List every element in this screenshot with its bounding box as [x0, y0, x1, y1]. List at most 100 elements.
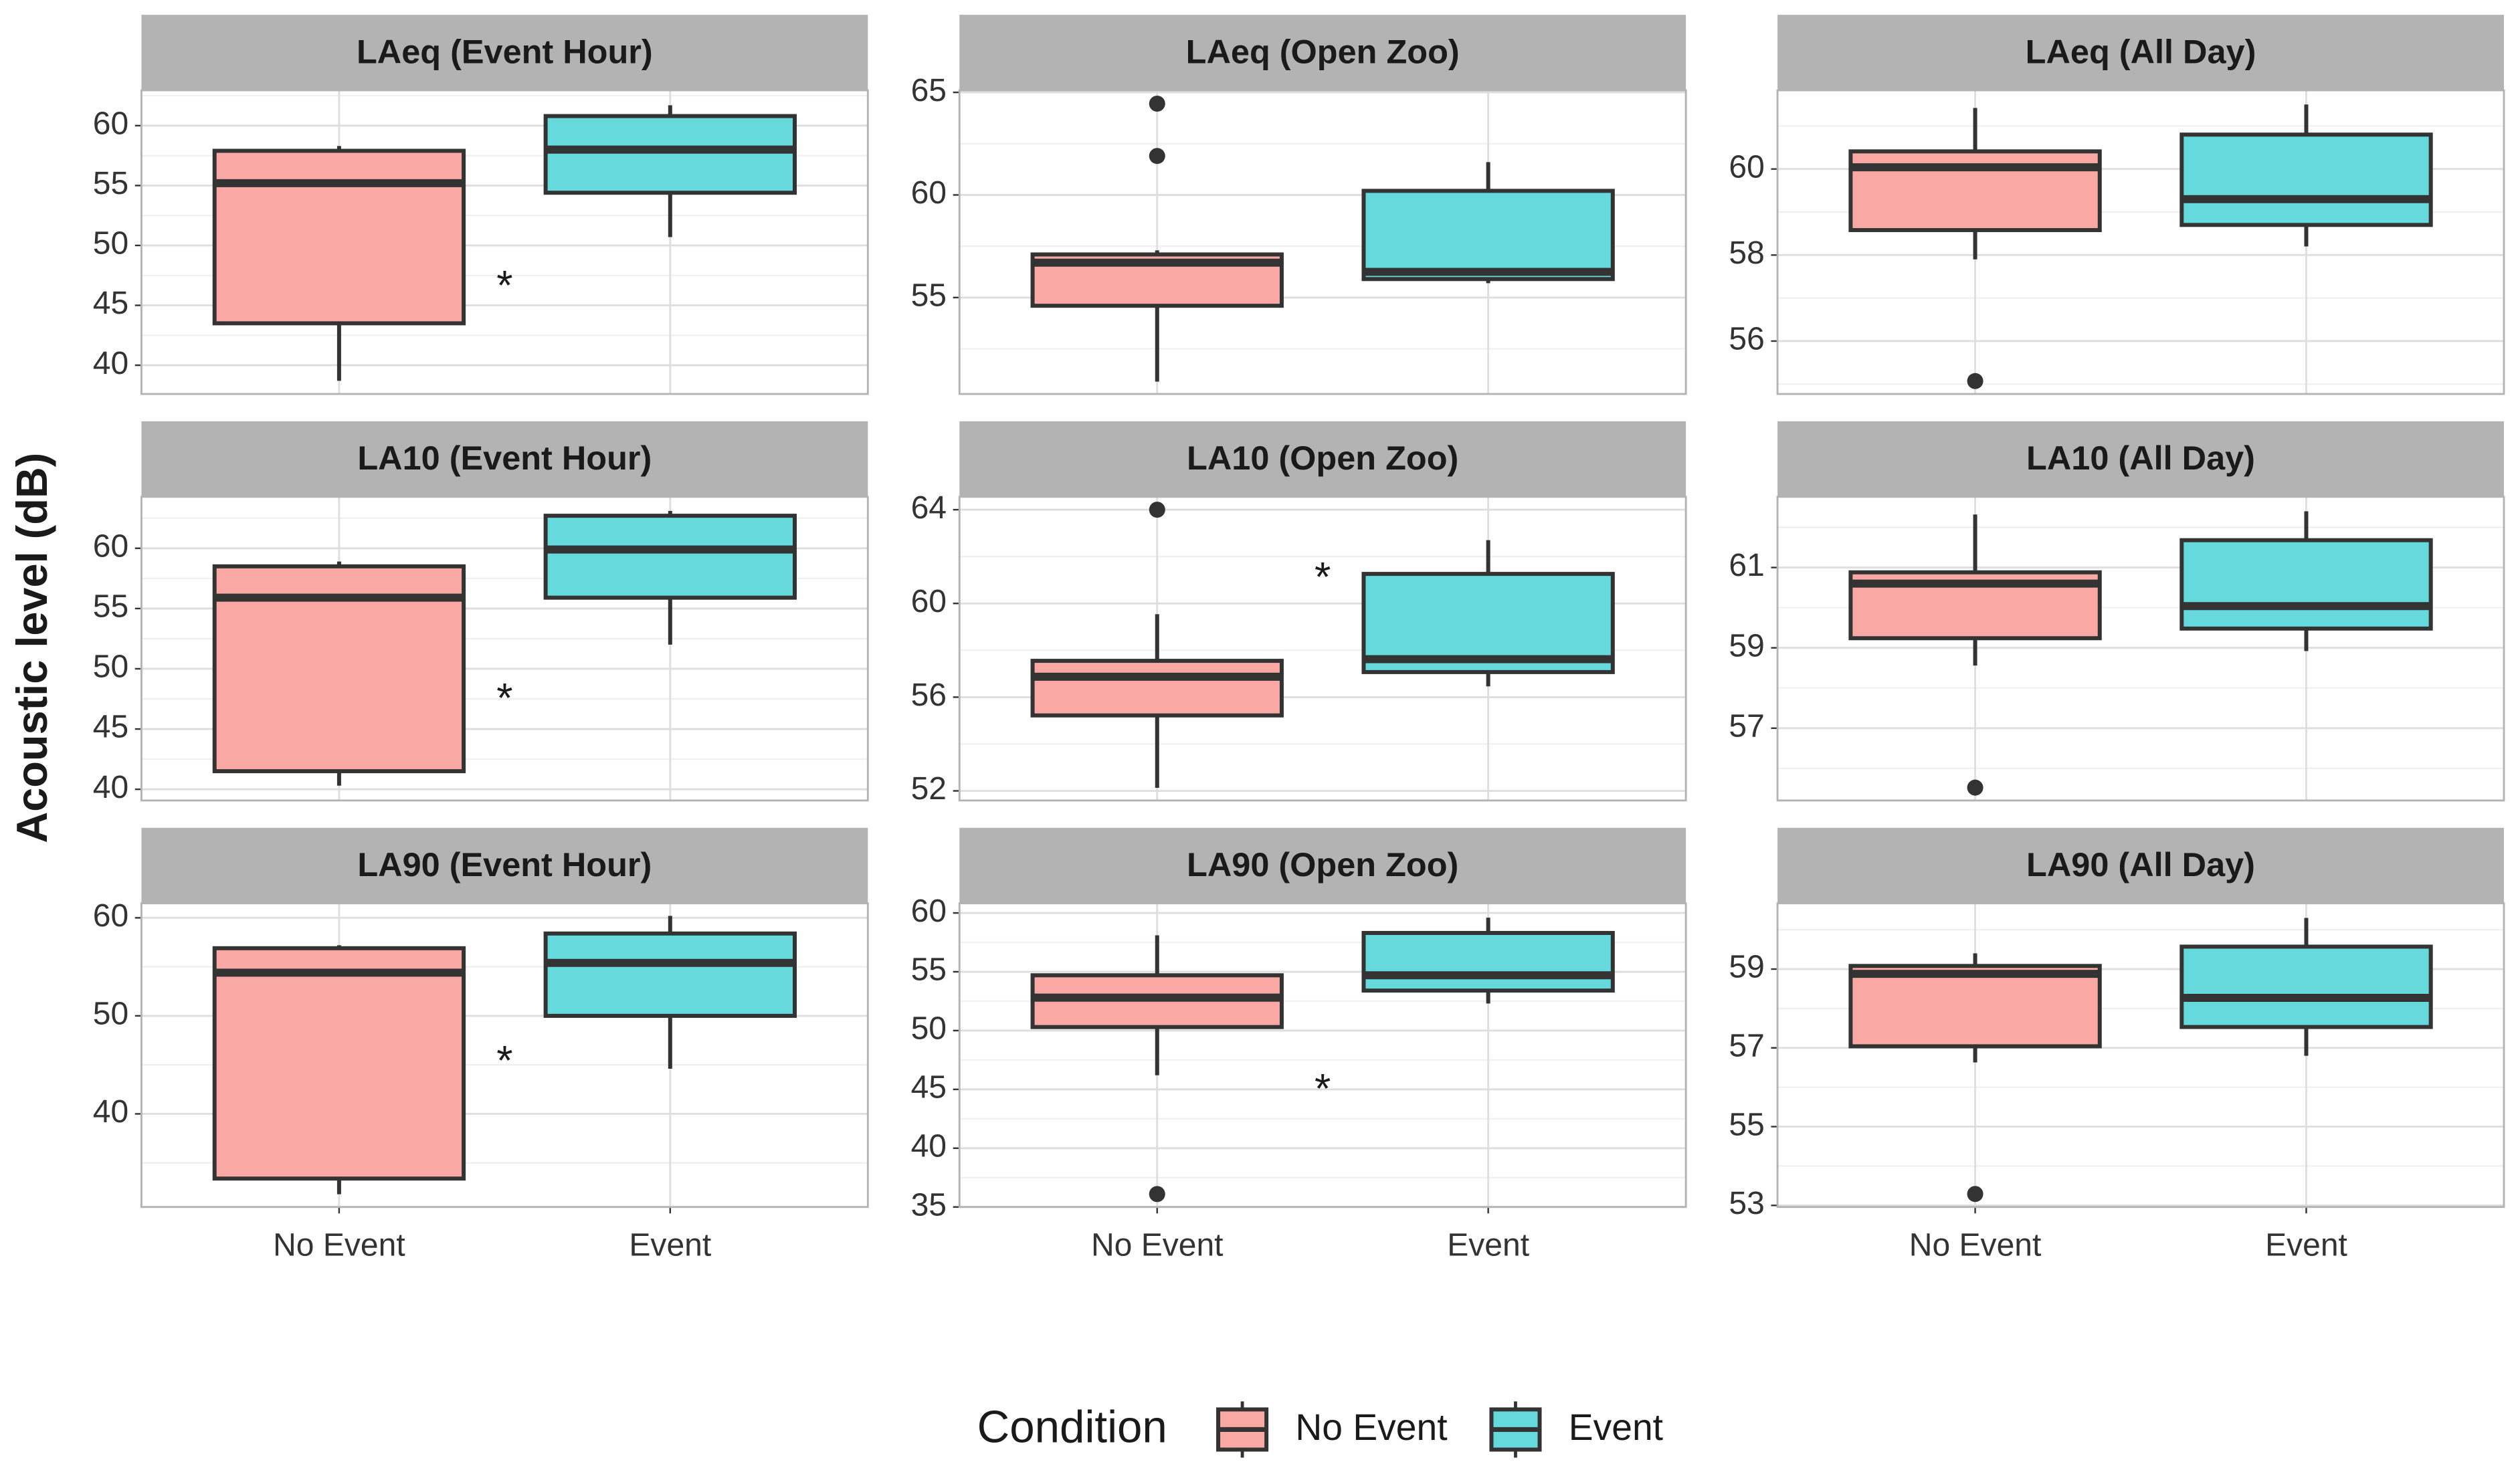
- panel-border: [140, 89, 869, 395]
- box: [2179, 944, 2433, 1029]
- box: [2179, 538, 2433, 631]
- x-tick-label: No Event: [1909, 1227, 2042, 1263]
- box: [543, 114, 797, 195]
- panel-border: [958, 496, 1687, 802]
- y-tick-label: 60: [93, 898, 128, 934]
- box: [543, 931, 797, 1018]
- y-tick-label: 40: [93, 1094, 128, 1130]
- y-tick-label: 40: [93, 770, 128, 805]
- y-tick-label: 55: [1729, 1107, 1764, 1142]
- strip: [141, 15, 868, 91]
- box: [212, 946, 466, 1181]
- y-tick-label: 60: [911, 894, 947, 929]
- y-tick-label: 45: [93, 286, 128, 321]
- strip: [959, 827, 1686, 904]
- outlier: [1149, 502, 1165, 518]
- panel-border: [958, 89, 1687, 395]
- significance-mark: *: [1315, 554, 1331, 601]
- y-tick-label: 50: [911, 1011, 947, 1047]
- strip: [1777, 827, 2504, 904]
- y-tick-label: 60: [93, 106, 128, 142]
- y-tick-label: 64: [911, 490, 947, 526]
- panel-title: LA10 (Event Hour): [357, 439, 652, 477]
- legend-title: Condition: [977, 1402, 1167, 1452]
- outlier: [1149, 95, 1165, 112]
- y-tick-label: 55: [93, 166, 128, 201]
- legend-label: No Event: [1295, 1406, 1447, 1448]
- panel-border: [140, 902, 869, 1209]
- box: [1030, 659, 1284, 718]
- y-tick-label: 55: [911, 278, 947, 314]
- strip: [1777, 421, 2504, 497]
- panel-title: LAeq (Open Zoo): [1186, 32, 1460, 70]
- panel-title: LAeq (Event Hour): [357, 32, 653, 70]
- y-tick-label: 57: [1729, 1028, 1764, 1063]
- significance-mark: *: [496, 1037, 512, 1084]
- y-tick-label: 56: [1729, 322, 1764, 357]
- y-tick-label: 55: [911, 952, 947, 988]
- box: [1361, 189, 1615, 282]
- strip: [1777, 15, 2504, 91]
- outlier: [1967, 1186, 1983, 1202]
- y-tick-label: 59: [1729, 628, 1764, 663]
- x-tick-label: No Event: [273, 1227, 405, 1263]
- y-tick-label: 65: [911, 73, 947, 108]
- strip: [959, 421, 1686, 497]
- y-axis-label: Acoustic level (dB): [7, 453, 56, 843]
- outlier: [1149, 148, 1165, 165]
- y-tick-label: 60: [911, 175, 947, 211]
- panel-title: LAeq (All Day): [2026, 32, 2256, 70]
- y-tick-label: 50: [93, 649, 128, 685]
- box: [1361, 930, 1615, 993]
- y-tick-label: 55: [93, 589, 128, 625]
- significance-mark: *: [1315, 1065, 1331, 1112]
- strip: [141, 421, 868, 497]
- y-tick-label: 56: [911, 677, 947, 713]
- box: [212, 148, 466, 326]
- strip: [959, 15, 1686, 91]
- strip: [141, 827, 868, 904]
- significance-mark: *: [496, 675, 512, 722]
- y-tick-label: 50: [93, 226, 128, 261]
- box: [1848, 964, 2102, 1049]
- x-tick-label: Event: [2265, 1227, 2347, 1263]
- outlier: [1967, 373, 1983, 389]
- panel-title: LA10 (Open Zoo): [1187, 439, 1458, 477]
- panel-title: LA10 (All Day): [2026, 439, 2255, 477]
- y-tick-label: 45: [911, 1070, 947, 1106]
- y-tick-label: 35: [911, 1187, 947, 1223]
- y-tick-label: 52: [911, 771, 947, 807]
- y-tick-label: 40: [93, 346, 128, 381]
- panel-border: [1776, 496, 2505, 802]
- panel-title: LA90 (Event Hour): [357, 845, 652, 883]
- box: [1848, 149, 2102, 233]
- panel-title: LA90 (All Day): [2026, 845, 2255, 883]
- y-tick-label: 45: [93, 710, 128, 745]
- x-tick-label: Event: [1447, 1227, 1529, 1263]
- y-tick-label: 60: [911, 584, 947, 619]
- legend-label: Event: [1569, 1406, 1663, 1448]
- y-tick-label: 53: [1729, 1186, 1764, 1221]
- y-tick-label: 40: [911, 1128, 947, 1164]
- x-tick-label: No Event: [1091, 1227, 1224, 1263]
- panel-border: [958, 902, 1687, 1209]
- box: [2179, 132, 2433, 227]
- box: [543, 514, 797, 600]
- y-tick-label: 58: [1729, 235, 1764, 271]
- panel-border: [1776, 902, 2505, 1209]
- y-tick-label: 57: [1729, 708, 1764, 744]
- outlier: [1967, 779, 1983, 796]
- y-tick-label: 59: [1729, 950, 1764, 985]
- outlier: [1149, 1186, 1165, 1202]
- panel-title: LA90 (Open Zoo): [1187, 845, 1458, 883]
- y-tick-label: 61: [1729, 548, 1764, 583]
- panel-border: [1776, 89, 2505, 395]
- y-tick-label: 50: [93, 997, 128, 1032]
- significance-mark: *: [496, 262, 512, 309]
- y-tick-label: 60: [93, 528, 128, 564]
- panel-border: [140, 496, 869, 802]
- y-tick-label: 60: [1729, 149, 1764, 185]
- x-tick-label: Event: [629, 1227, 711, 1263]
